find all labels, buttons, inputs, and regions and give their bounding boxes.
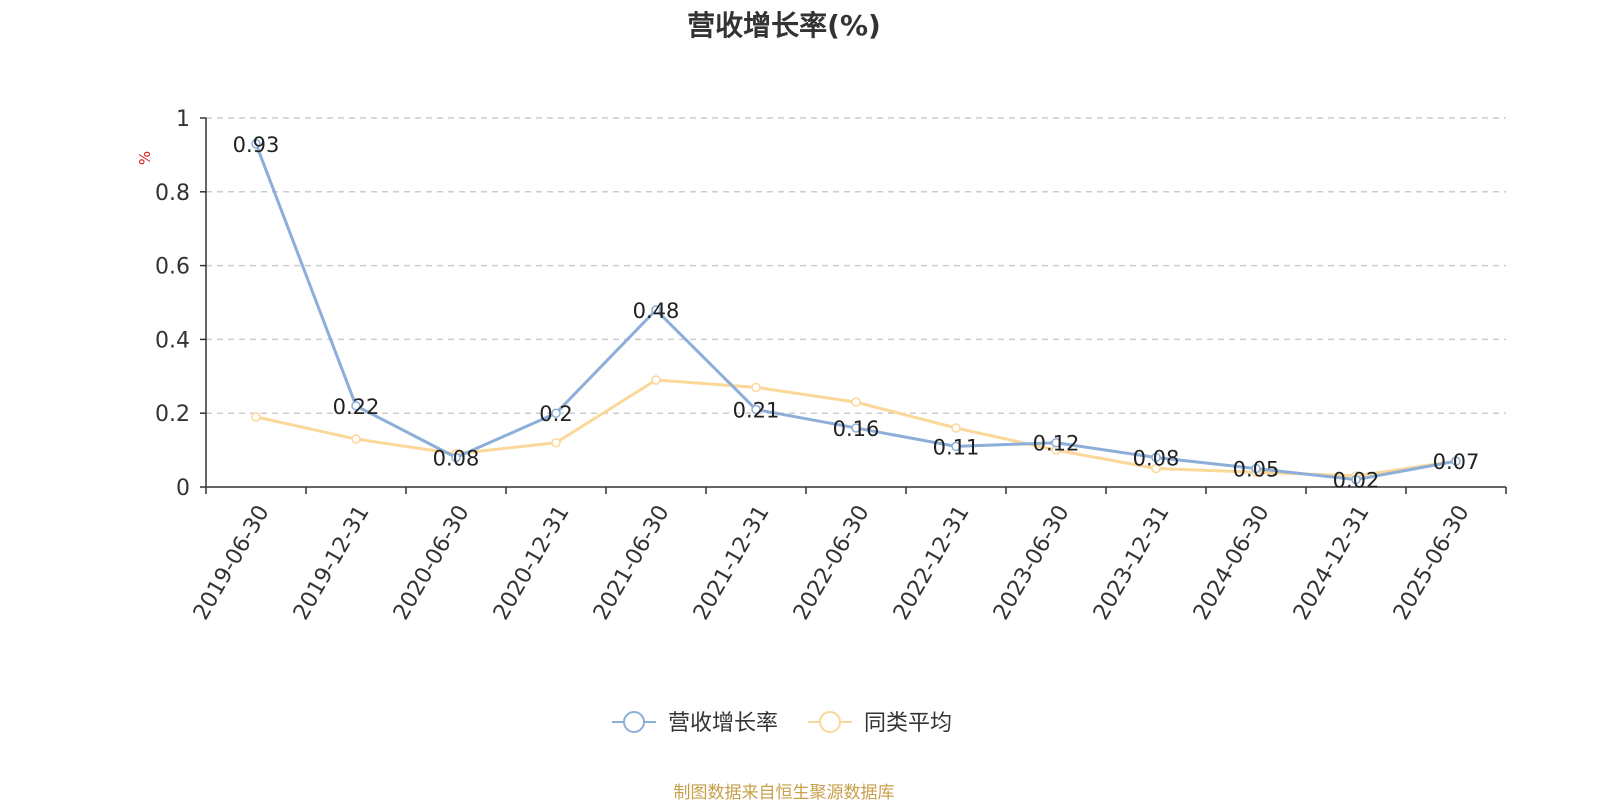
x-tick-label-10: 2024-06-30 [1189,501,1275,624]
source-note: 制图数据来自恒生聚源数据库 [673,783,895,803]
series-0-point-11 [1351,474,1361,485]
series-1-point-5 [751,382,761,393]
data-labels: 0.93 0.22 0.08 0.2 0.48 0.21 0.16 0.11 0.12 0.08 0… [233,133,1480,493]
series-0-point-3 [551,408,561,418]
data-label-0-3: 0.2 [539,402,572,426]
legend-marker-0 [623,711,645,733]
data-label-0-7: 0.11 [933,435,980,459]
y-tick-label-3: 0.6 [155,255,190,280]
series-0-point-12 [1451,456,1461,466]
data-label-0-2: 0.08 [433,446,480,470]
data-label-0-12: 0.07 [1433,450,1480,474]
legend-marker-1 [819,711,841,733]
legend-label-0: 营收增长率 [668,711,778,736]
x-tick-label-0: 2019-06-30 [189,501,275,624]
x-tick-label-2: 2020-06-30 [389,501,475,624]
y-tick-label-2: 0.4 [155,328,190,353]
legend-label-1: 同类平均 [864,711,952,736]
y-tick-label-1: 0.2 [155,402,190,427]
grid-lines [206,117,1506,414]
x-tick-label-3: 2020-12-31 [489,501,575,624]
x-tick-label-12: 2025-06-30 [1389,501,1475,624]
y-tick-label-4: 0.8 [155,181,190,206]
data-label-0-5: 0.21 [733,399,780,423]
data-label-0-6: 0.16 [833,417,880,441]
x-tick-label-6: 2022-06-30 [789,501,875,624]
series-0-point-1 [351,401,361,411]
series-1-point-9 [1151,463,1161,474]
x-tick-label-4: 2021-06-30 [589,501,675,624]
data-label-0-8: 0.12 [1033,432,1080,456]
series-0-point-4 [651,305,661,315]
series-0-point-2 [451,452,461,463]
y-tick-label-0: 0 [176,476,190,501]
data-label-0-9: 0.08 [1133,446,1180,470]
legend: 营收增长率 同类平均 [612,711,952,736]
series-1-point-0 [251,412,261,422]
x-tick-label-11: 2024-12-31 [1289,501,1375,624]
series-0-point-6 [851,423,861,433]
data-label-0-0: 0.93 [233,133,280,157]
data-label-0-11: 0.02 [1333,469,1380,493]
y-tick-label-5: 1 [176,107,190,132]
series-1-point-3 [551,437,561,448]
series-0-point-7 [951,441,961,452]
x-tick-label-1: 2019-12-31 [289,501,375,624]
x-tick-label-8: 2023-06-30 [989,501,1075,624]
series-1-point-1 [351,434,361,444]
series-0-point-0 [251,139,261,149]
series-1-point-7 [951,423,961,433]
series-0-point-5 [751,404,761,415]
x-tick-label-5: 2021-12-31 [689,501,775,624]
x-tick-label-9: 2023-12-31 [1089,501,1175,624]
series-0-point-8 [1051,437,1061,448]
x-tick-label-7: 2022-12-31 [889,501,975,624]
series-0-point-10 [1251,463,1261,474]
chart-title: 营收增长率(%) [687,9,881,42]
data-label-0-10: 0.05 [1233,458,1280,482]
y-unit-label: % [136,151,154,165]
series-layer [251,139,1461,485]
series-1-point-4 [651,375,661,385]
data-label-0-4: 0.48 [633,299,680,323]
series-1-point-6 [851,397,861,407]
data-label-0-1: 0.22 [333,395,380,419]
series-0-point-9 [1151,452,1161,463]
